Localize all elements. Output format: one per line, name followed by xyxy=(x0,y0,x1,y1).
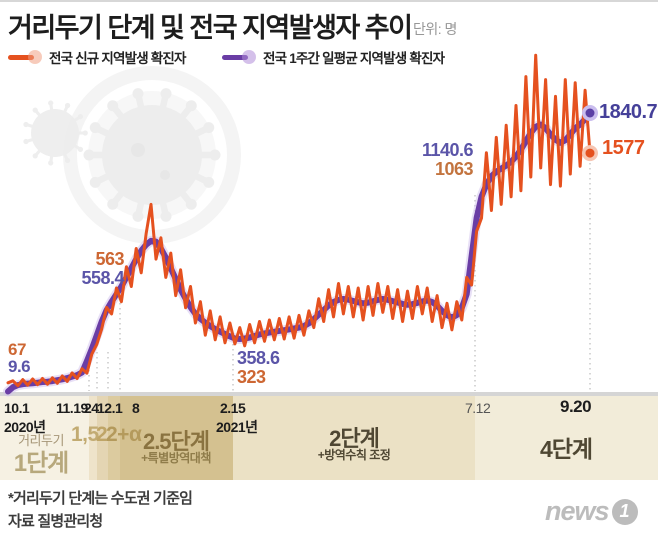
unit-label: 단위: 명 xyxy=(413,21,457,37)
endpoint-dot xyxy=(585,148,595,158)
news1-logo-badge-icon: 1 xyxy=(611,498,638,525)
footnote: *거리두기 단계는 수도권 기준임 xyxy=(8,490,193,507)
x-axis-baseline xyxy=(0,392,658,396)
legend-label-avg-cases: 전국 1주간 일평균 지역발생 확진자 xyxy=(263,51,445,66)
news1-logo-text: news xyxy=(545,496,610,526)
legend-label-new-cases: 전국 신규 지역발생 확진자 xyxy=(49,51,186,66)
legend-item-avg-cases: 전국 1주간 일평균 지역발생 확진자 xyxy=(222,49,445,66)
virus-watermark-icon xyxy=(83,88,221,222)
purple-line-marker-icon xyxy=(222,50,256,64)
endpoint-dot xyxy=(585,108,595,118)
source-credit: 자료 질병관리청 xyxy=(8,513,103,530)
legend-item-new-cases: 전국 신규 지역발생 확진자 xyxy=(8,49,186,66)
top-border-line xyxy=(0,0,658,2)
orange-line-marker-icon xyxy=(8,50,42,64)
page-title: 거리두기 단계 및 전국 지역발생자 추이 xyxy=(8,13,413,43)
daily-new-cases-line xyxy=(6,53,592,388)
news1-logo: news 1 xyxy=(545,496,638,527)
virus-watermark-icon xyxy=(23,100,88,166)
